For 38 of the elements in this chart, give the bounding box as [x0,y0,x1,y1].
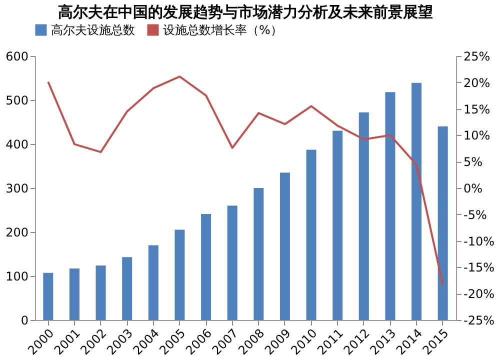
y2-tick-label: -5% [464,208,487,222]
bar [438,126,448,320]
bar [96,265,106,320]
y2-tick-label: 25% [464,50,490,64]
y2-tick-label: 10% [464,128,490,143]
y-tick-label: 0 [20,314,28,328]
bar [122,257,132,320]
bar [385,92,396,320]
legend-label: 高尔夫设施总数 [51,23,135,37]
bar [69,268,80,320]
y2-tick-label: 5% [464,155,483,170]
bar [148,245,158,320]
bar [174,230,185,320]
bar [254,188,264,320]
y-tick-label: 500 [6,94,28,108]
bar [227,206,238,320]
bar [280,172,290,320]
y-tick-label: 300 [6,182,28,196]
y-tick-label: 600 [6,50,28,64]
bar [306,150,316,320]
y2-tick-label: 20% [464,76,490,90]
y2-tick-label: -20% [464,287,495,302]
y2-tick-label: -10% [464,234,495,248]
y-tick-label: 400 [6,138,28,152]
bar [43,272,54,320]
y2-tick-label: 0% [464,182,483,196]
bar [412,82,422,320]
chart-title: 高尔夫在中国的发展趋势与市场潜力分析及未来前景展望 [58,3,433,21]
bar [332,130,343,320]
bar [358,112,369,320]
y-tick-label: 100 [6,270,28,284]
y2-tick-label: -15% [464,260,495,275]
y-tick-label: 200 [6,226,28,240]
bar [201,214,212,320]
y2-tick-label: -25% [464,314,495,328]
line-series [47,76,444,286]
legend-label: 设施总数增长率（%） [163,23,282,37]
y2-tick-label: 15% [464,102,490,116]
